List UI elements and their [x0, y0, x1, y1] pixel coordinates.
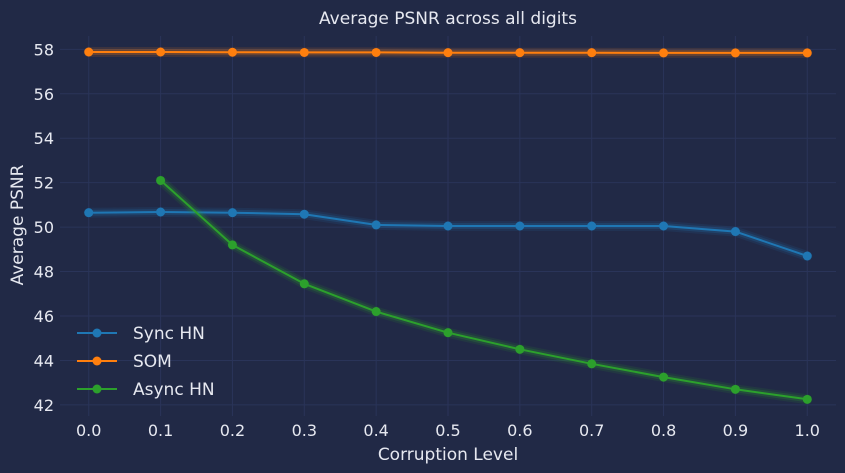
data-point [659, 372, 669, 382]
x-tick-label: 0.0 [76, 421, 101, 440]
y-tick-label: 54 [34, 129, 54, 148]
data-point [802, 394, 812, 404]
legend-swatch-marker [92, 356, 102, 366]
data-point [659, 221, 669, 231]
data-point [802, 251, 812, 261]
data-point [802, 48, 812, 58]
y-tick-label: 50 [34, 218, 54, 237]
x-tick-label: 0.8 [651, 421, 676, 440]
data-point [443, 328, 453, 338]
y-tick-label: 44 [34, 351, 54, 370]
y-axis-title: Average PSNR [8, 164, 28, 285]
legend: Sync HN SOM Async HN [77, 324, 215, 400]
y-tick-label: 56 [34, 85, 54, 104]
x-axis-ticks: 0.0 0.1 0.2 0.3 0.4 0.5 0.6 0.7 0.8 0.9 1.0 [76, 421, 820, 440]
chart-title: Average PSNR across all digits [319, 9, 577, 29]
y-tick-label: 52 [34, 174, 54, 193]
y-tick-label: 46 [34, 307, 54, 326]
y-tick-label: 58 [34, 40, 54, 59]
data-point [371, 220, 381, 230]
series-async-hn [155, 175, 813, 405]
grid [60, 36, 836, 416]
series-sync-hn [83, 207, 813, 261]
legend-swatch-marker [92, 384, 102, 394]
x-tick-label: 0.7 [579, 421, 604, 440]
x-axis-title: Corruption Level [378, 445, 518, 465]
data-point [659, 48, 669, 58]
y-tick-label: 48 [34, 263, 54, 282]
x-tick-label: 0.4 [363, 421, 388, 440]
legend-item: Async HN [77, 380, 215, 400]
data-point [84, 208, 94, 218]
legend-item: Sync HN [77, 324, 205, 344]
x-tick-label: 0.5 [435, 421, 460, 440]
data-point [730, 227, 740, 237]
data-point [515, 221, 525, 231]
legend-label: Async HN [133, 380, 215, 400]
data-point [443, 48, 453, 58]
legend-swatch-marker [92, 328, 102, 338]
x-tick-label: 0.3 [292, 421, 317, 440]
data-point [227, 240, 237, 250]
x-tick-label: 0.9 [723, 421, 748, 440]
data-point [156, 207, 166, 217]
data-point [515, 48, 525, 58]
legend-item: SOM [77, 352, 172, 372]
data-point [587, 221, 597, 231]
legend-label: Sync HN [133, 324, 205, 344]
series-layer [83, 47, 813, 405]
legend-label: SOM [133, 352, 172, 372]
data-point [515, 344, 525, 354]
data-point [730, 384, 740, 394]
data-point [730, 48, 740, 58]
data-point [227, 208, 237, 218]
series-som [83, 47, 813, 58]
data-point [227, 47, 237, 57]
data-point [156, 47, 166, 57]
data-point [299, 209, 309, 219]
series-line [159, 179, 808, 401]
y-axis-ticks: 42 44 46 48 50 52 54 56 58 [34, 40, 54, 415]
data-point [371, 47, 381, 57]
data-point [299, 279, 309, 289]
data-point [84, 47, 94, 57]
data-point [371, 307, 381, 317]
x-tick-label: 0.6 [507, 421, 532, 440]
data-point [156, 175, 166, 185]
y-tick-label: 42 [34, 396, 54, 415]
x-tick-label: 1.0 [795, 421, 820, 440]
x-tick-label: 0.1 [148, 421, 173, 440]
data-point [443, 221, 453, 231]
data-point [587, 359, 597, 369]
x-tick-label: 0.2 [220, 421, 245, 440]
data-point [299, 47, 309, 57]
data-point [587, 48, 597, 58]
